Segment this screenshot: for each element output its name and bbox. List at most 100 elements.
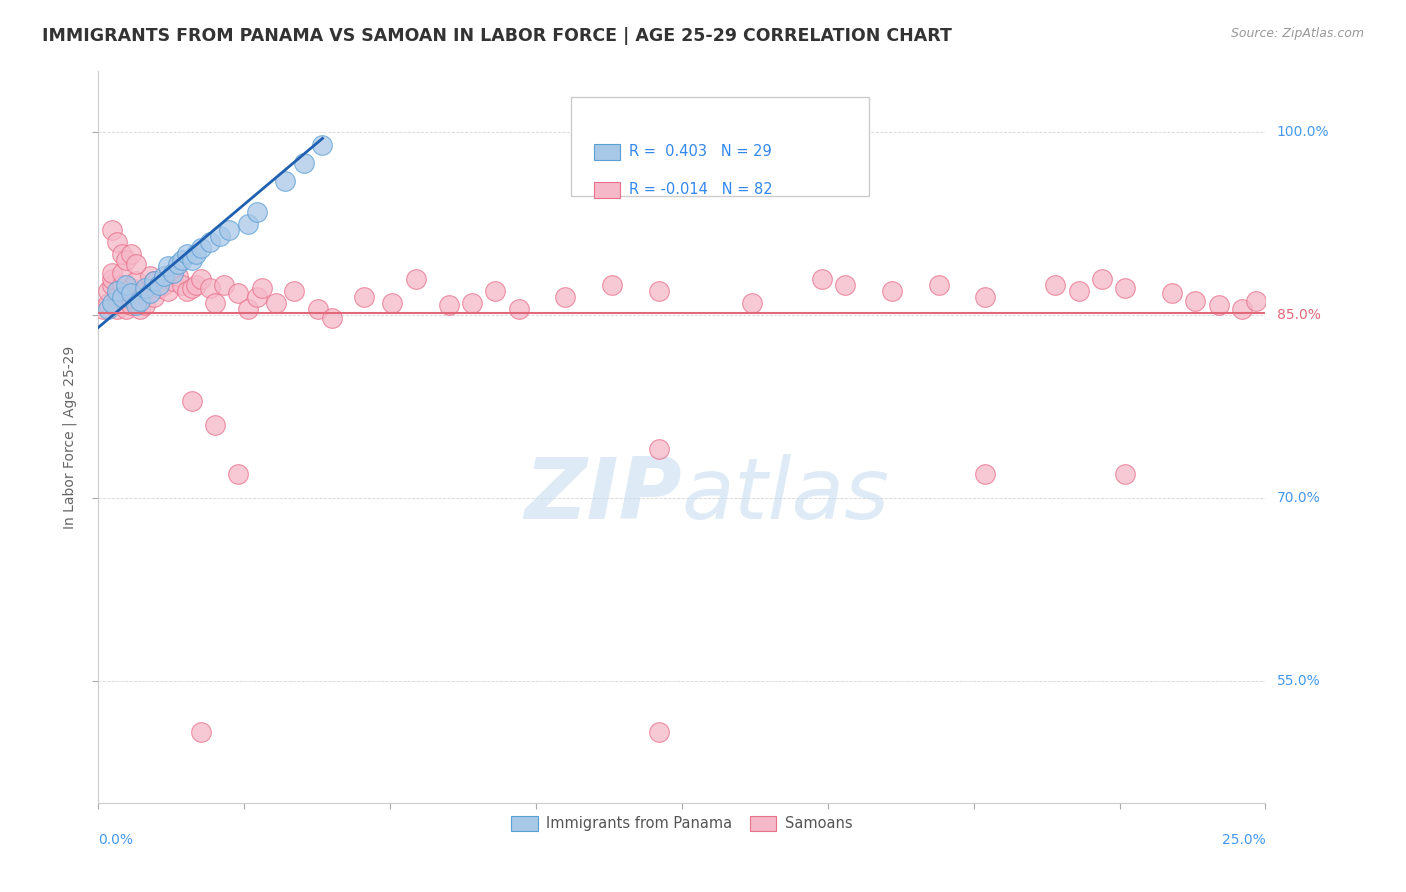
Point xyxy=(214,277,236,292)
Point xyxy=(125,293,148,308)
Text: 25.0%: 25.0% xyxy=(1222,833,1265,847)
Point xyxy=(200,281,222,295)
Point xyxy=(134,298,156,312)
Point xyxy=(1184,293,1206,308)
Text: Source: ZipAtlas.com: Source: ZipAtlas.com xyxy=(1230,27,1364,40)
Point xyxy=(91,302,114,317)
Point xyxy=(190,725,212,739)
Point xyxy=(166,257,188,271)
Point xyxy=(129,302,152,317)
Point xyxy=(176,284,198,298)
Point xyxy=(292,156,315,170)
Text: ZIP: ZIP xyxy=(524,454,682,537)
Point xyxy=(125,274,148,288)
Point xyxy=(152,277,174,292)
Point xyxy=(204,296,226,310)
Point xyxy=(461,296,484,310)
Point xyxy=(186,277,208,292)
Point xyxy=(157,271,180,285)
Point xyxy=(554,290,576,304)
Point xyxy=(105,284,128,298)
Point xyxy=(162,266,184,280)
Point xyxy=(236,217,259,231)
Point xyxy=(157,260,180,274)
FancyBboxPatch shape xyxy=(571,97,869,195)
Point xyxy=(139,269,162,284)
Point xyxy=(115,302,138,317)
Point xyxy=(101,271,124,285)
Point xyxy=(246,290,269,304)
Point xyxy=(200,235,222,249)
Point xyxy=(105,235,128,249)
Point xyxy=(228,467,250,481)
Point xyxy=(250,281,273,295)
Point xyxy=(974,290,997,304)
Point xyxy=(148,277,170,292)
Point xyxy=(105,302,128,317)
Point xyxy=(115,253,138,268)
Legend: Immigrants from Panama, Samoans: Immigrants from Panama, Samoans xyxy=(508,812,856,836)
Point xyxy=(180,281,202,295)
Text: atlas: atlas xyxy=(682,454,890,537)
Point xyxy=(125,257,148,271)
Text: 100.0%: 100.0% xyxy=(1277,125,1329,139)
Text: IMMIGRANTS FROM PANAMA VS SAMOAN IN LABOR FORCE | AGE 25-29 CORRELATION CHART: IMMIGRANTS FROM PANAMA VS SAMOAN IN LABO… xyxy=(42,27,952,45)
Point xyxy=(880,284,903,298)
Point xyxy=(647,725,669,739)
Point xyxy=(311,137,333,152)
Point xyxy=(180,253,202,268)
Point xyxy=(928,277,950,292)
Point xyxy=(1114,467,1136,481)
Point xyxy=(246,204,269,219)
Point xyxy=(180,393,202,408)
Point xyxy=(162,274,184,288)
Point xyxy=(600,277,623,292)
Point xyxy=(101,223,124,237)
Point xyxy=(1045,277,1067,292)
Point xyxy=(811,271,834,285)
Point xyxy=(129,286,152,301)
Point xyxy=(437,298,460,312)
Point xyxy=(647,284,669,298)
FancyBboxPatch shape xyxy=(595,182,620,198)
Point xyxy=(186,247,208,261)
Point xyxy=(741,296,763,310)
Point xyxy=(115,290,138,304)
Point xyxy=(1208,298,1230,312)
Point xyxy=(274,174,297,188)
Point xyxy=(176,247,198,261)
Point xyxy=(120,286,142,301)
Text: 55.0%: 55.0% xyxy=(1277,673,1320,688)
Point xyxy=(120,247,142,261)
Point xyxy=(208,229,231,244)
Text: 0.0%: 0.0% xyxy=(98,833,134,847)
Point xyxy=(1161,286,1184,301)
Point xyxy=(97,284,120,298)
Point xyxy=(101,296,124,310)
Point xyxy=(111,266,134,280)
Point xyxy=(143,290,166,304)
Y-axis label: In Labor Force | Age 25-29: In Labor Force | Age 25-29 xyxy=(62,345,77,529)
Point xyxy=(1230,302,1253,317)
Point xyxy=(111,277,134,292)
Point xyxy=(129,293,152,308)
Point xyxy=(204,417,226,432)
Text: 70.0%: 70.0% xyxy=(1277,491,1320,505)
Point xyxy=(157,284,180,298)
Point xyxy=(647,442,669,457)
Point xyxy=(834,277,856,292)
Point xyxy=(264,296,287,310)
Point xyxy=(190,241,212,255)
Point xyxy=(139,286,162,301)
Point xyxy=(97,296,120,310)
Point xyxy=(353,290,375,304)
Point xyxy=(190,271,212,285)
Point xyxy=(1067,284,1090,298)
Point xyxy=(134,284,156,298)
Point xyxy=(120,281,142,295)
Point xyxy=(143,274,166,288)
Point xyxy=(97,302,120,317)
Point xyxy=(228,286,250,301)
Text: R = -0.014   N = 82: R = -0.014 N = 82 xyxy=(630,182,773,197)
Point xyxy=(172,277,194,292)
